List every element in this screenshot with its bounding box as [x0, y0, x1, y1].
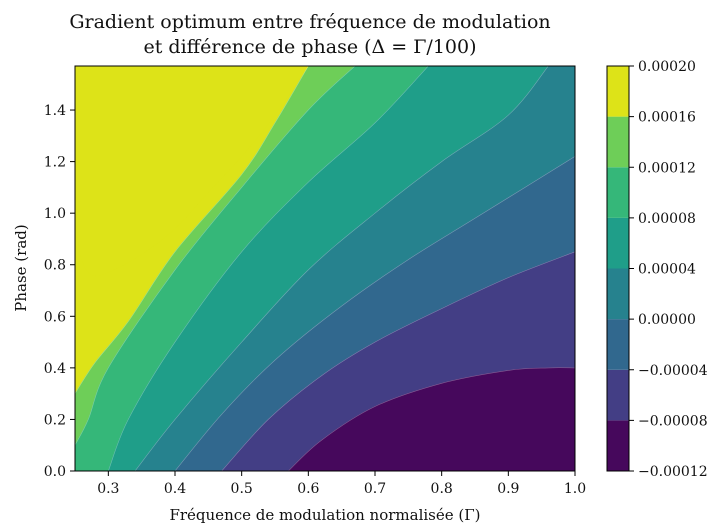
colorbar-segment: [607, 420, 629, 471]
y-axis-label: Phase (rad): [12, 224, 30, 311]
y-tick-label: 0.8: [44, 258, 66, 274]
x-tick-label: 0.3: [97, 481, 119, 497]
colorbar-tick-label: 0.00020: [638, 59, 696, 75]
colorbar-segment: [607, 167, 629, 218]
contour-line: [221, 251, 575, 471]
contour-line: [174, 156, 575, 471]
colorbar-tick-label: −0.00004: [638, 363, 708, 379]
x-tick-label: 0.5: [231, 481, 253, 497]
colorbar-segment: [607, 66, 629, 117]
chart-title-line2: et différence de phase (Δ = Γ/100): [144, 36, 477, 58]
chart-title-line1: Gradient optimum entre fréquence de modu…: [69, 11, 550, 33]
x-tick-label: 0.9: [497, 481, 519, 497]
x-tick-label: 0.8: [431, 481, 453, 497]
contour-band: [279, 367, 575, 471]
colorbar-segment: [607, 319, 629, 370]
colorbar-segment: [607, 217, 629, 269]
y-tick-label: 0.2: [44, 412, 66, 428]
colorbar-segment: [607, 268, 629, 320]
x-tick-label: 0.6: [297, 481, 319, 497]
colorbar: −0.00012 −0.00008 −0.00004 0.00000 0.00004 0.…: [607, 59, 708, 480]
colorbar-tick-label: 0.00004: [638, 262, 696, 278]
x-axis-label: Fréquence de modulation normalisée (Γ): [169, 506, 480, 524]
colorbar-tick-label: 0.00000: [638, 312, 696, 328]
y-tick-label: 1.2: [44, 155, 66, 171]
contour-line: [75, 66, 309, 394]
y-axis: 0.0 0.2 0.4 0.6 0.8 1.0 1.2 1.4: [44, 103, 75, 480]
colorbar-frame: [606, 65, 630, 472]
contour-line: [75, 66, 356, 446]
colorbar-tick-label: 0.00012: [638, 160, 696, 176]
x-tick-label: 1.0: [564, 481, 586, 497]
colorbar-tick-label: 0.00016: [638, 110, 696, 126]
plot-frame: [74, 65, 576, 472]
contour-line: [108, 66, 429, 471]
y-tick-label: 0.0: [44, 464, 66, 480]
colorbar-tick-label: 0.00008: [638, 211, 696, 227]
contour-line: [288, 367, 575, 471]
x-axis: 0.3 0.4 0.5 0.6 0.7 0.8 0.9 1.0: [97, 471, 586, 497]
x-tick-label: 0.4: [164, 481, 186, 497]
y-tick-label: 0.6: [44, 309, 66, 325]
y-tick-label: 0.4: [44, 361, 66, 377]
x-tick-label: 0.7: [364, 481, 386, 497]
plot-area: [75, 66, 575, 471]
y-tick-label: 1.4: [44, 103, 66, 119]
contour-line: [134, 66, 549, 471]
colorbar-tick-label: −0.00008: [638, 413, 708, 429]
contour-band-peak: [75, 66, 309, 277]
colorbar-segment: [607, 369, 629, 421]
colorbar-tick-label: −0.00012: [638, 464, 708, 480]
y-tick-label: 1.0: [44, 206, 66, 222]
colorbar-segment: [607, 116, 629, 168]
